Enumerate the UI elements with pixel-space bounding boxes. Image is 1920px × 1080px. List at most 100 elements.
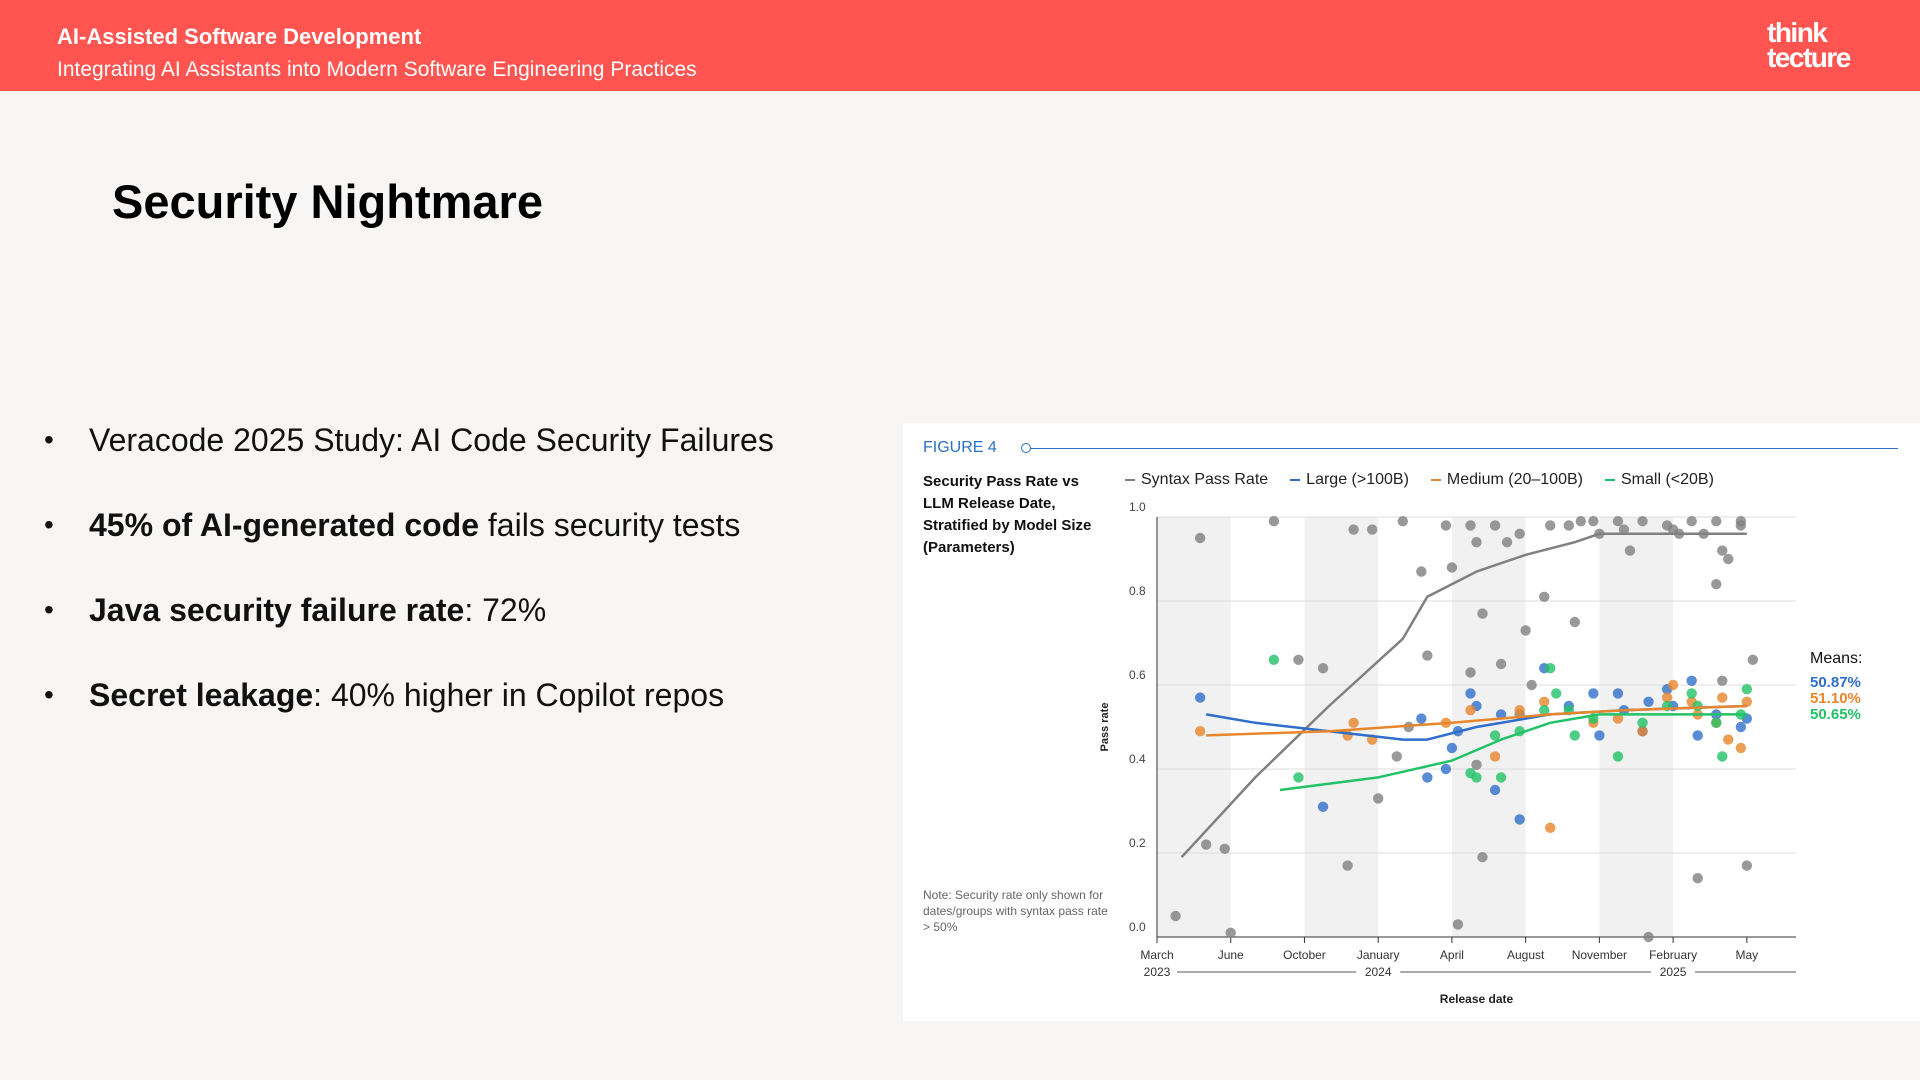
data-point-0 (1397, 516, 1408, 527)
header-subtitle: Integrating AI Assistants into Modern So… (57, 58, 697, 81)
data-point-3 (1268, 654, 1280, 665)
x-tick-year: 2023 (1144, 965, 1171, 979)
data-point-0 (1391, 751, 1402, 762)
chart-band (1304, 517, 1379, 937)
data-point-1 (1735, 721, 1747, 733)
data-point-0 (1268, 516, 1280, 527)
data-point-0 (1477, 852, 1488, 863)
data-point-0 (1520, 625, 1531, 636)
chart-note: Note: Security rate only shown for dates… (923, 888, 1108, 934)
data-point-3 (1612, 751, 1624, 762)
data-point-0 (1200, 839, 1212, 850)
slide-title: Security Nightmare (112, 175, 543, 228)
data-point-0 (1170, 910, 1181, 922)
bullet-bold: Secret leakage (89, 677, 314, 713)
data-point-2 (1514, 705, 1525, 716)
data-point-2 (1637, 726, 1648, 737)
legend-item-syntax: Syntax Pass Rate (1125, 471, 1268, 489)
legend-item-small: Small (<20B) (1604, 471, 1714, 489)
bullet-dot-icon: • (44, 594, 54, 625)
legend-label: Syntax Pass Rate (1141, 471, 1269, 488)
legend-swatch (1290, 479, 1301, 481)
data-point-0 (1686, 516, 1697, 527)
data-point-0 (1618, 524, 1630, 535)
data-point-0 (1692, 873, 1703, 884)
data-point-0 (1569, 616, 1581, 628)
data-point-0 (1293, 654, 1304, 665)
y-tick-label: 0.6 (1129, 668, 1146, 682)
y-axis-label: Pass rate (1099, 703, 1111, 752)
data-point-1 (1489, 784, 1501, 796)
bullet-item: • Secret leakage: 40% higher in Copilot r… (40, 670, 774, 755)
x-tick-label: November (1572, 948, 1627, 962)
data-point-0 (1612, 516, 1624, 527)
legend-label: Large (>100B) (1306, 471, 1409, 488)
trend-line-0 (1180, 532, 1747, 859)
mean-large: 50.87% (1810, 674, 1861, 691)
means-block: Means: 50.87% 51.10% 50.65% (1810, 651, 1862, 723)
data-point-0 (1342, 860, 1353, 871)
data-point-2 (1465, 705, 1476, 716)
legend-item-large: Large (>100B) (1290, 471, 1409, 489)
data-point-3 (1692, 700, 1703, 712)
data-point-0 (1422, 650, 1433, 661)
legend-label: Small (<20B) (1620, 471, 1714, 488)
data-point-0 (1723, 553, 1734, 565)
chart-band (1157, 517, 1231, 937)
y-tick-label: 0.0 (1129, 920, 1146, 934)
y-tick-label: 1.0 (1129, 500, 1146, 514)
x-tick-label: February (1649, 948, 1697, 962)
figure-rule (1028, 448, 1898, 449)
data-point-0 (1471, 759, 1482, 770)
data-point-2 (1539, 696, 1550, 707)
data-point-0 (1711, 516, 1722, 527)
mean-small: 50.65% (1810, 706, 1861, 723)
data-point-0 (1514, 528, 1525, 539)
mean-medium: 51.10% (1810, 690, 1861, 707)
data-point-0 (1717, 675, 1728, 686)
bullet-dot-icon: • (44, 424, 54, 455)
data-point-2 (1735, 742, 1747, 754)
data-point-0 (1495, 658, 1507, 670)
data-point-3 (1569, 730, 1581, 741)
x-tick-label: January (1357, 948, 1400, 962)
data-point-1 (1612, 688, 1624, 699)
thinktecture-logo: think tecture (1767, 19, 1851, 72)
x-tick-label: August (1507, 948, 1545, 962)
data-point-0 (1575, 516, 1587, 527)
data-point-2 (1348, 717, 1359, 728)
data-point-0 (1539, 591, 1550, 602)
y-tick-label: 0.8 (1129, 584, 1146, 598)
legend-label: Medium (20–100B) (1446, 471, 1583, 488)
data-point-0 (1477, 608, 1488, 619)
chart-band (1451, 517, 1526, 937)
data-point-1 (1594, 730, 1605, 741)
bullet-dot-icon: • (44, 679, 54, 710)
x-tick-label: October (1283, 948, 1326, 962)
trend-line-3 (1279, 713, 1747, 792)
bullet-text: : 72% (464, 592, 547, 628)
data-point-0 (1747, 654, 1759, 665)
data-point-3 (1545, 663, 1556, 674)
bullet-item: • Java security failure rate: 72% (40, 585, 774, 670)
x-tick-label: May (1736, 948, 1759, 962)
means-label: Means: (1810, 650, 1863, 667)
x-tick-label: April (1440, 948, 1464, 962)
header-title: AI-Assisted Software Development (57, 24, 422, 49)
data-point-1 (1643, 696, 1654, 707)
x-tick-label: March (1140, 948, 1173, 962)
data-point-2 (1667, 679, 1679, 691)
data-point-1 (1416, 713, 1427, 724)
data-point-1 (1194, 692, 1206, 703)
data-point-3 (1495, 772, 1507, 783)
bullet-text: Veracode 2025 Study: AI Code Security Fa… (89, 422, 774, 458)
data-point-0 (1366, 524, 1378, 535)
data-point-3 (1539, 705, 1550, 716)
data-point-0 (1489, 520, 1501, 531)
data-point-3 (1637, 717, 1648, 728)
x-tick-year: 2024 (1365, 965, 1392, 979)
legend-swatch (1430, 479, 1441, 481)
data-point-0 (1545, 520, 1556, 531)
data-point-0 (1225, 927, 1236, 938)
scatter-chart: 0.0 0.2 0.4 0.6 0.8 1.0 March 2023 June October Ja… (1099, 500, 1796, 1006)
